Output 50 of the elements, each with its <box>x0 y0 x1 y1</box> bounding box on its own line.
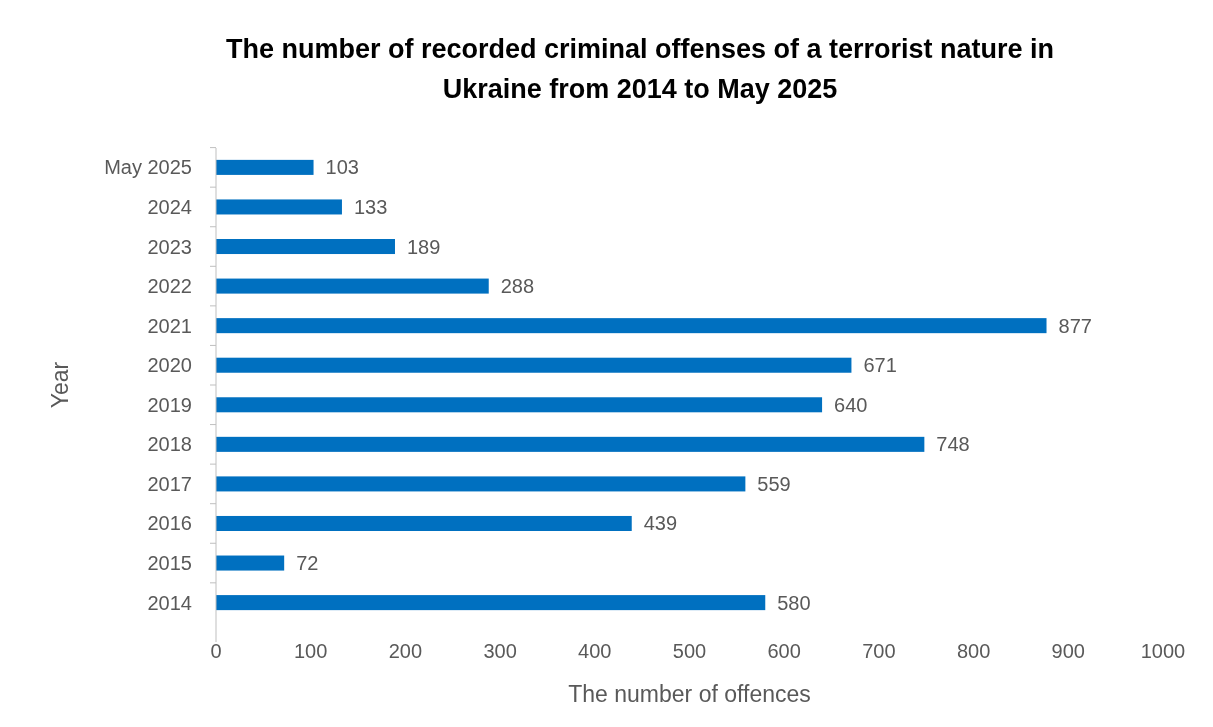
bar <box>216 278 489 294</box>
bar <box>216 436 925 452</box>
bar <box>216 555 285 571</box>
x-tick-label: 800 <box>956 640 991 662</box>
data-label: 189 <box>406 235 441 258</box>
bar <box>216 239 395 255</box>
data-label: 559 <box>757 472 791 495</box>
bar <box>216 595 766 611</box>
bar <box>216 199 342 215</box>
y-tick-label: 2016 <box>147 512 192 535</box>
bar <box>216 476 746 492</box>
chart-title: The number of recorded criminal offenses of a terrorist nature in Ukraine from 2014 to May 2025 <box>225 34 1055 104</box>
y-tick-label: May 2025 <box>104 156 192 179</box>
data-label: 748 <box>936 433 970 456</box>
data-label: 288 <box>500 275 535 298</box>
y-tick-label: 2018 <box>147 433 192 456</box>
y-tick-label: 2020 <box>147 354 192 377</box>
data-label: 671 <box>863 354 897 377</box>
x-tick-label: 100 <box>294 640 328 662</box>
x-axis-title: The number of offences <box>568 681 811 707</box>
x-tick-label: 200 <box>388 640 423 662</box>
bar <box>216 515 632 531</box>
y-axis-title: Year <box>47 361 73 409</box>
y-tick-label: 2014 <box>147 591 192 614</box>
y-tick-label: 2015 <box>147 552 192 575</box>
y-tick-label: 2023 <box>147 235 192 258</box>
data-label: 103 <box>325 156 359 179</box>
y-tick-label: 2021 <box>147 314 192 337</box>
bar <box>216 397 823 413</box>
data-label: 439 <box>643 512 678 535</box>
bar <box>216 318 1047 334</box>
data-label: 580 <box>777 591 811 614</box>
data-label: 72 <box>296 552 319 575</box>
x-tick-label: 700 <box>862 640 896 662</box>
data-label: 877 <box>1058 314 1092 337</box>
data-label: 640 <box>834 393 868 416</box>
x-tick-label: 1000 <box>1140 640 1186 662</box>
bar <box>216 357 852 373</box>
y-tick-label: 2024 <box>147 195 192 218</box>
x-tick-label: 300 <box>483 640 517 662</box>
x-tick-label: 900 <box>1051 640 1085 662</box>
y-tick-label: 2019 <box>147 393 192 416</box>
x-tick-label: 0 <box>210 640 222 662</box>
y-tick-label: 2017 <box>147 472 192 495</box>
x-tick-label: 600 <box>767 640 801 662</box>
bar <box>216 159 314 175</box>
x-tick-label: 500 <box>672 640 707 662</box>
x-tick-label: 400 <box>578 640 612 662</box>
data-label: 133 <box>353 195 388 218</box>
y-tick-label: 2022 <box>147 275 192 298</box>
